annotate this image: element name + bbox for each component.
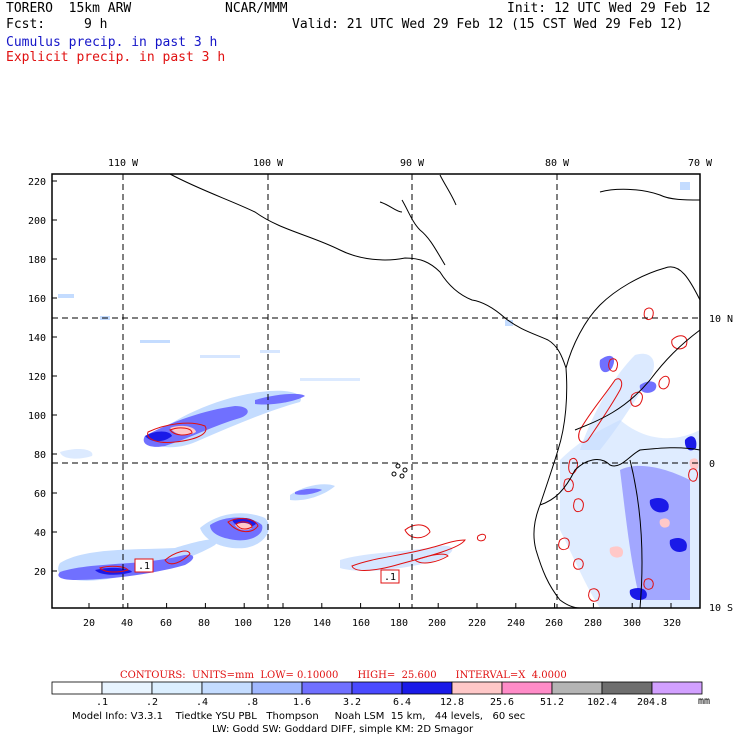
colorbar-label: 3.2 (343, 697, 361, 708)
y-tick: 160 (28, 294, 46, 305)
y-tick: 80 (34, 450, 46, 461)
svg-text:.1: .1 (384, 572, 396, 583)
colorbar-swatch (551, 681, 603, 695)
x-tick: 280 (584, 618, 602, 629)
lon-label: 110 W (108, 158, 139, 169)
lon-label: 90 W (400, 158, 425, 169)
y-tick: 180 (28, 255, 46, 266)
x-tick: 120 (273, 618, 291, 629)
footer-physics: LW: Godd SW: Goddard DIFF, simple KM: 2D… (212, 724, 474, 735)
colorbar-swatch (651, 681, 703, 695)
colorbar-label: 1.6 (293, 697, 311, 708)
y-tick: 200 (28, 216, 46, 227)
x-tick: 240 (507, 618, 525, 629)
y-tick: 140 (28, 333, 46, 344)
colorbar-unit: mm (698, 696, 710, 707)
model-title: TORERO 15km ARW (6, 1, 132, 16)
svg-text:.1: .1 (138, 561, 150, 572)
x-tick: 300 (623, 618, 641, 629)
colorbar-swatch (451, 681, 503, 695)
x-tick: 140 (313, 618, 331, 629)
org-label: NCAR/MMM (225, 1, 288, 16)
colorbar-swatch (501, 681, 553, 695)
x-tick: 200 (428, 618, 446, 629)
coastlines (169, 173, 701, 609)
colorbar-label: 6.4 (393, 697, 411, 708)
colorbar-label: 204.8 (637, 697, 667, 708)
x-tick: 180 (390, 618, 408, 629)
lat-label: 10 N (709, 314, 733, 325)
x-tick: 320 (663, 618, 681, 629)
x-tick: 100 (234, 618, 252, 629)
x-tick: 160 (352, 618, 370, 629)
x-tick: 60 (160, 618, 172, 629)
y-tick: 220 (28, 177, 46, 188)
contours-caption: CONTOURS: UNITS=mm LOW= 0.10000 HIGH= 25… (120, 670, 567, 681)
lat-label: 0 (709, 459, 715, 470)
y-tick: 60 (34, 489, 46, 500)
valid-time: Valid: 21 UTC Wed 29 Feb 12 (15 CST Wed … (292, 17, 684, 32)
colorbar-swatch (601, 681, 653, 695)
y-tick: 20 (34, 567, 46, 578)
colorbar-swatch (301, 681, 353, 695)
legend-cumulus: Cumulus precip. in past 3 h (6, 35, 218, 50)
y-tick: 100 (28, 411, 46, 422)
lat-label: 10 S (709, 603, 733, 614)
y-tick: 120 (28, 372, 46, 383)
colorbar-swatch (151, 681, 203, 695)
fcst-label: Fcst: (6, 17, 46, 32)
x-tick: 20 (83, 618, 95, 629)
x-tick: 40 (121, 618, 133, 629)
x-tick: 260 (545, 618, 563, 629)
colorbar-label: .2 (146, 697, 158, 708)
colorbar-swatch (351, 681, 403, 695)
colorbar: .1 .2 .4 .8 1.6 3.2 6.4 12.8 25.6 51.2 102.4 204.8 (51, 681, 703, 708)
colorbar-label: .1 (96, 697, 108, 708)
colorbar-label: .8 (246, 697, 258, 708)
graticule (52, 174, 700, 608)
colorbar-swatch (51, 681, 103, 695)
value-box: .1 (134, 558, 154, 573)
footer-model-info: Model Info: V3.3.1 Tiedtke YSU PBL Thomp… (72, 711, 526, 722)
y-tick: 40 (34, 528, 46, 539)
colorbar-swatch (201, 681, 253, 695)
colorbar-swatch (251, 681, 303, 695)
colorbar-label: .4 (196, 697, 208, 708)
init-time: Init: 12 UTC Wed 29 Feb 12 (507, 1, 711, 16)
x-tick: 220 (468, 618, 486, 629)
lon-label: 80 W (545, 158, 570, 169)
colorbar-swatch (401, 681, 453, 695)
colorbar-label: 51.2 (540, 697, 564, 708)
lon-label: 100 W (253, 158, 284, 169)
fcst-value: 9 h (84, 17, 108, 32)
x-tick: 80 (198, 618, 210, 629)
value-box: .1 (380, 569, 400, 584)
colorbar-label: 102.4 (587, 697, 617, 708)
lon-label: 70 W (688, 158, 713, 169)
colorbar-label: 12.8 (440, 697, 464, 708)
map-frame (51, 173, 701, 609)
colorbar-swatch (101, 681, 153, 695)
colorbar-label: 25.6 (490, 697, 514, 708)
legend-explicit: Explicit precip. in past 3 h (6, 50, 226, 65)
